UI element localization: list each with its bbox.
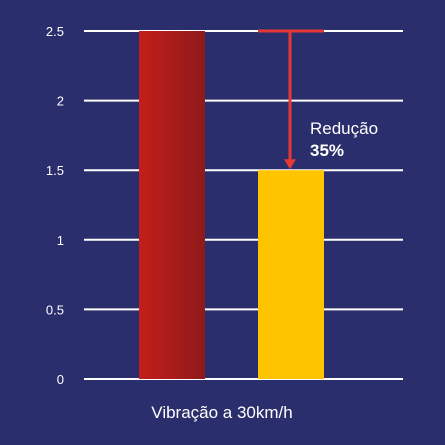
bar-2 bbox=[258, 170, 324, 379]
y-tick-label: 2 bbox=[57, 94, 64, 109]
reduction-annotation: Redução 35% bbox=[258, 29, 378, 170]
y-tick-label: 2.5 bbox=[46, 24, 64, 39]
annotation-arrow-head bbox=[284, 159, 296, 170]
y-tick-label: 1.5 bbox=[46, 163, 64, 178]
y-axis-ticks: 0 0.5 1 1.5 2 2.5 bbox=[46, 24, 64, 387]
x-axis-label: Vibração a 30km/h bbox=[151, 403, 292, 422]
bars bbox=[139, 31, 324, 379]
annotation-value: 35% bbox=[310, 141, 344, 160]
bar-1 bbox=[139, 31, 205, 379]
y-tick-label: 1 bbox=[57, 233, 64, 248]
y-tick-label: 0 bbox=[57, 372, 64, 387]
grid-lines bbox=[84, 30, 403, 380]
annotation-label: Redução bbox=[310, 119, 378, 138]
y-tick-label: 0.5 bbox=[46, 302, 64, 317]
